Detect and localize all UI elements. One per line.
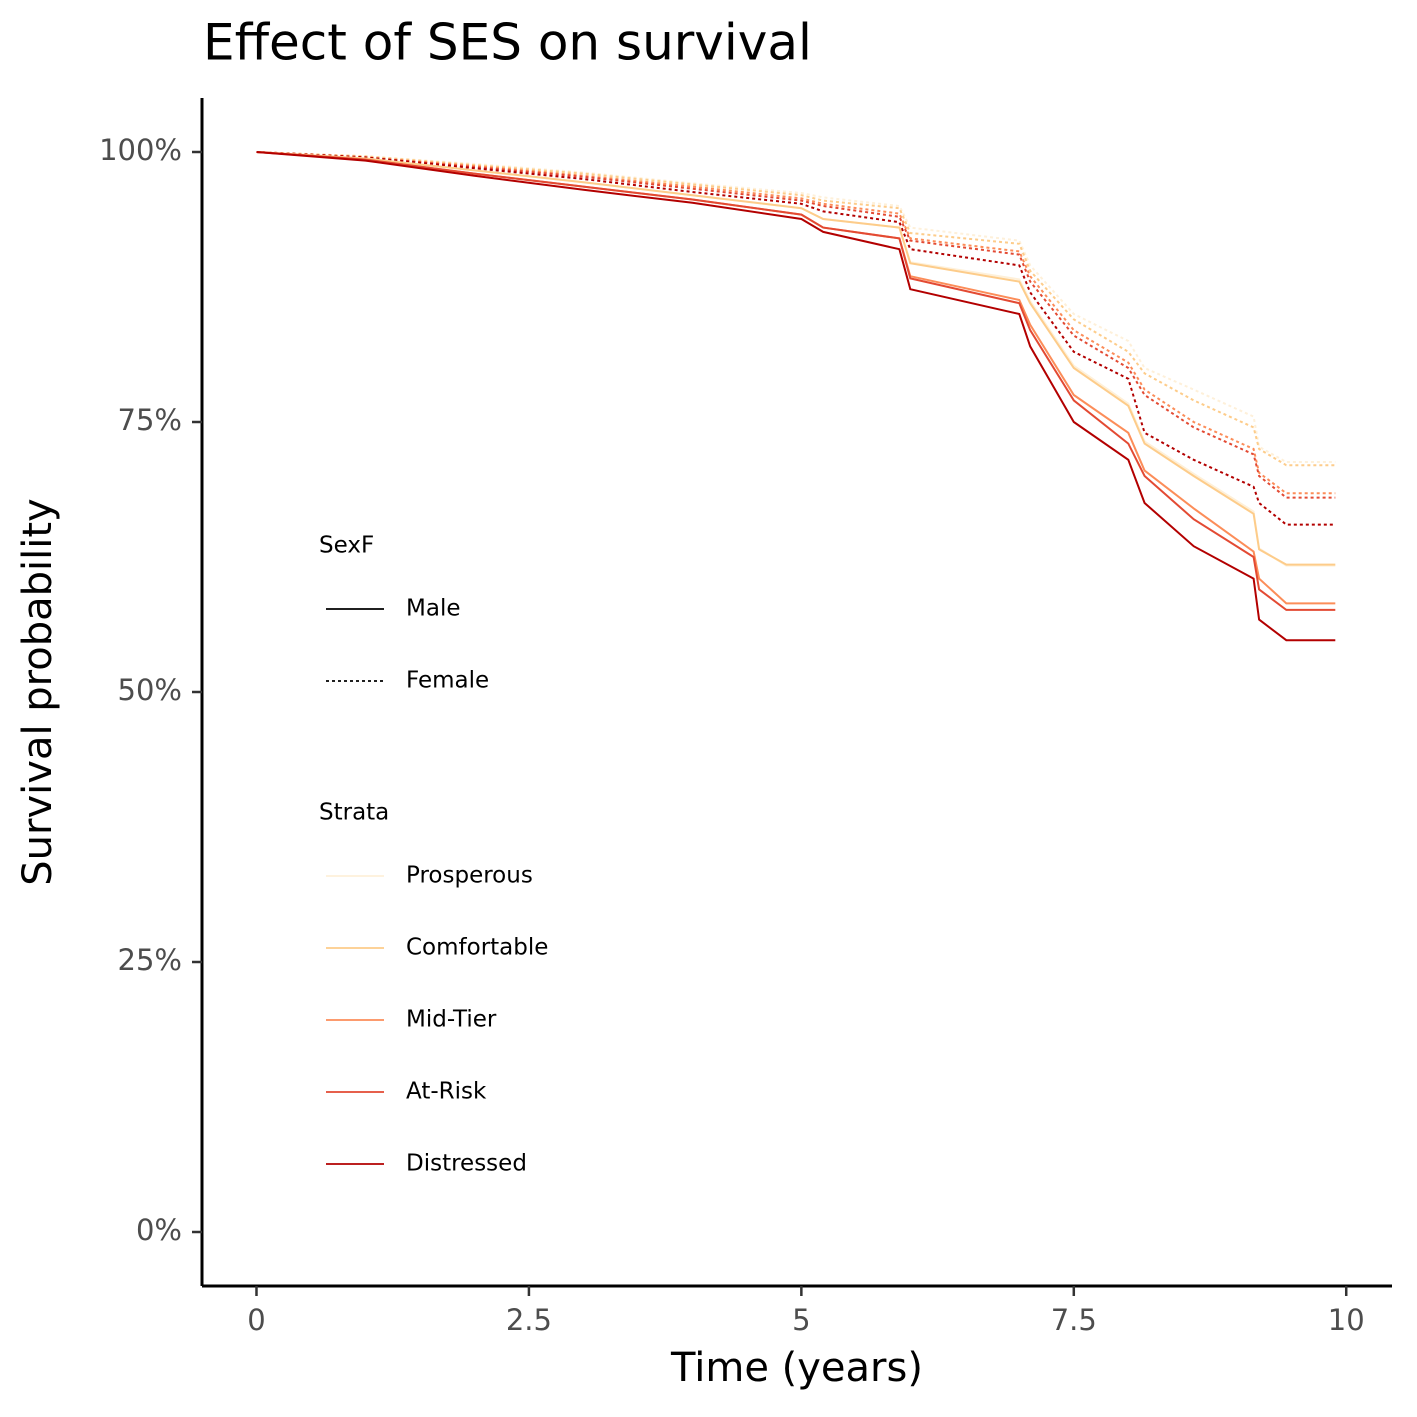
legend-label: Comfortable	[406, 935, 548, 961]
survival-line	[256, 151, 1336, 605]
x-tick-label: 2.5	[506, 1303, 552, 1337]
legend-label: At-Risk	[406, 1079, 487, 1105]
y-tick-label: 50%	[118, 673, 182, 707]
survival-line	[256, 151, 1336, 642]
x-tick-label: 5	[792, 1303, 810, 1337]
y-axis-label: Survival probability	[15, 498, 61, 885]
legend-label: Female	[406, 668, 489, 694]
chart-title: Effect of SES on survival	[203, 14, 812, 72]
x-tick-label: 10	[1328, 1303, 1365, 1337]
x-axis-label: Time (years)	[670, 1345, 923, 1391]
y-tick-label: 0%	[136, 1213, 182, 1247]
y-tick-label: 25%	[118, 943, 182, 977]
survival-line	[256, 151, 1336, 611]
survival-line	[256, 151, 1336, 499]
legend-label: Prosperous	[406, 863, 533, 889]
x-tick-label: 0	[247, 1303, 265, 1337]
x-tick-label: 7.5	[1051, 1303, 1097, 1337]
survival-line	[256, 151, 1336, 566]
survival-line	[256, 151, 1336, 467]
legend-label: Male	[406, 596, 460, 622]
y-tick-label: 100%	[99, 133, 182, 167]
legend-label: Distressed	[406, 1151, 527, 1177]
legend-title: Strata	[319, 800, 389, 826]
legend-title: SexF	[319, 533, 374, 559]
legend-label: Mid-Tier	[406, 1007, 497, 1033]
y-tick-label: 75%	[118, 403, 182, 437]
survival-line	[256, 151, 1336, 495]
survival-line	[256, 151, 1336, 526]
